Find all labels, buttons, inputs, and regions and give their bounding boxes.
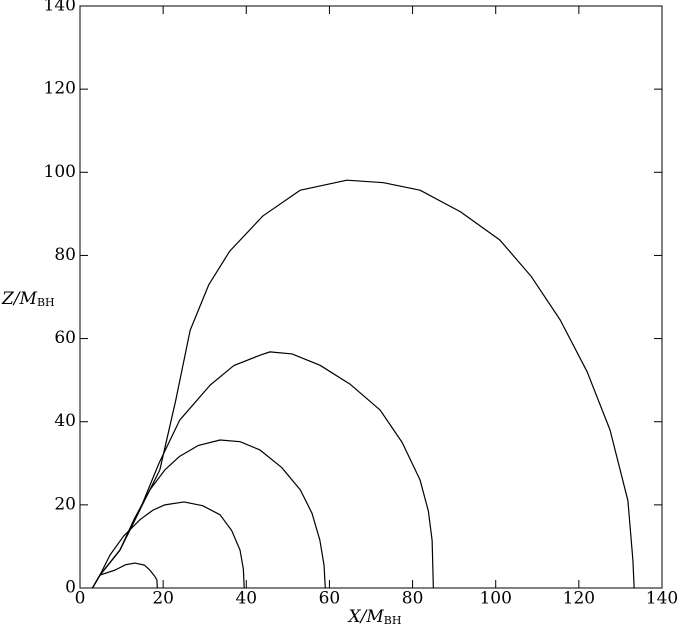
x-axis-label: X/MBH [347,607,402,628]
x-tick-label: 40 [235,589,257,609]
x-tick-label: 60 [319,589,341,609]
y-tick-label: 80 [54,245,76,265]
field-line [91,501,245,589]
x-tick-label: 0 [75,589,86,609]
x-tick-label: 80 [402,589,424,609]
y-tick-label: 20 [54,494,76,514]
field-line [91,351,434,589]
x-tick-label: 20 [152,589,174,609]
y-tick-label: 100 [44,162,76,182]
field-line [91,439,326,589]
field-line [91,179,635,589]
x-tick-label: 140 [646,589,678,609]
x-axis-label-sub: BH [384,614,402,627]
x-tick-label: 120 [563,589,595,609]
field-line [91,562,158,589]
y-tick-label: 120 [44,79,76,99]
x-axis-label-text: X/M [347,607,385,627]
y-tick-label: 60 [54,328,76,348]
y-tick-label: 40 [54,411,76,431]
x-tick-label: 100 [479,589,511,609]
y-axis-label-sub: BH [37,296,55,309]
plot-frame [79,5,663,589]
y-axis-label-text: Z/M [1,289,38,309]
y-axis-label: Z/MBH [1,289,55,310]
y-tick-label: 0 [65,578,76,598]
y-tick-label: 140 [44,0,76,16]
